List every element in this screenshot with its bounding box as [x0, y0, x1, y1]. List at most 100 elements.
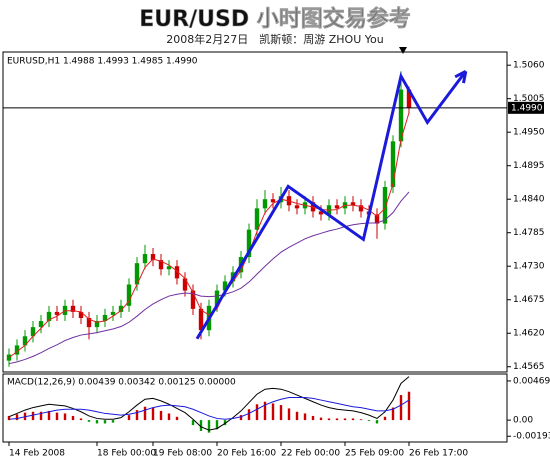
macd-bar — [351, 418, 355, 421]
candle-body — [46, 311, 52, 322]
candle-body — [262, 199, 268, 209]
macd-bar — [311, 415, 315, 421]
candle-body — [198, 308, 204, 331]
macd-bar — [247, 409, 251, 421]
candle-body — [294, 205, 300, 209]
candle-body — [318, 211, 324, 215]
candle-body — [78, 311, 84, 318]
x-tick-label: 18 Feb 00:00 — [97, 449, 156, 459]
candle-body — [174, 266, 180, 279]
last-price-label: 1.4990 — [511, 103, 543, 113]
candle-body — [222, 281, 228, 291]
macd-bar — [15, 414, 19, 421]
macd-bar — [71, 415, 75, 421]
macd-bar — [47, 410, 51, 421]
macd-bar — [255, 404, 259, 421]
macd-bar — [375, 420, 379, 424]
y-tick-label: 1.5060 — [513, 61, 545, 71]
y-tick-label: 1.4620 — [513, 329, 545, 339]
y-tick-label: 1.4785 — [513, 228, 545, 238]
y-tick-label: 0.00 — [513, 416, 533, 426]
candle-body — [38, 321, 44, 328]
macd-bar — [359, 419, 363, 421]
macd-bar — [367, 420, 371, 421]
y-tick-label: 1.4895 — [513, 161, 545, 171]
y-tick-label: 1.5005 — [513, 94, 545, 104]
candle-body — [382, 187, 388, 224]
candle-body — [254, 208, 260, 230]
candle-body — [110, 311, 116, 315]
macd-bar — [135, 410, 139, 421]
candle-body — [150, 254, 156, 261]
macd-bar — [263, 401, 267, 421]
candle-body — [246, 229, 252, 258]
candle-body — [6, 354, 12, 361]
macd-bar — [407, 391, 411, 421]
macd-bar — [279, 405, 283, 421]
macd-bar — [335, 418, 339, 421]
x-tick-label: 22 Feb 00:00 — [281, 449, 340, 459]
macd-bar — [199, 420, 203, 431]
macd-bar — [175, 416, 179, 421]
y-tick-label: 1.4675 — [513, 295, 545, 305]
candle-body — [70, 305, 76, 312]
macd-bar — [167, 413, 171, 421]
macd-bar — [239, 415, 243, 421]
candle-body — [406, 89, 412, 108]
last-bar-marker — [399, 47, 407, 54]
macd-bar — [271, 403, 275, 421]
candle-body — [126, 284, 132, 306]
candle-body — [134, 263, 140, 285]
macd-bar — [223, 420, 227, 426]
x-tick-label: 26 Feb 17:00 — [409, 449, 468, 459]
macd-bar — [343, 418, 347, 421]
candle-body — [214, 290, 220, 306]
candle-body — [94, 321, 100, 328]
y-tick-label: 0.00469 — [513, 376, 550, 386]
macd-bar — [383, 416, 387, 421]
candle-body — [86, 318, 92, 328]
macd-bar — [215, 420, 219, 430]
candle-body — [270, 199, 276, 203]
x-tick-label: 25 Feb 09:00 — [345, 449, 404, 459]
macd-bar — [159, 410, 163, 421]
macd-bar — [287, 408, 291, 421]
chart-subtitle: 2008年2月27日 凯斯顿：周游 ZHOU You — [166, 32, 383, 46]
macd-bar — [295, 411, 299, 421]
candle-body — [22, 336, 28, 346]
macd-bar — [391, 407, 395, 421]
candle-body — [118, 305, 124, 312]
macd-bar — [127, 415, 131, 421]
candle-body — [358, 205, 364, 212]
macd-bar — [7, 415, 11, 421]
last-price-box — [508, 101, 544, 114]
macd-bar — [151, 407, 155, 421]
candle-body — [190, 290, 196, 309]
macd-bar — [327, 418, 331, 421]
candle-body — [182, 278, 188, 291]
candle-body — [158, 260, 164, 270]
candle-body — [374, 214, 380, 224]
chart-title: EUR/USD 小时图交易参考 — [139, 6, 411, 32]
y-tick-label: 1.4730 — [513, 262, 545, 272]
trend-line — [195, 70, 467, 340]
moving-average — [8, 112, 410, 358]
candle-body — [102, 314, 108, 322]
macd-bar — [31, 411, 35, 421]
macd-panel-frame — [2, 373, 508, 443]
x-tick-label: 19 Feb 08:00 — [153, 449, 212, 459]
macd-bar — [103, 420, 107, 424]
macd-bar — [79, 418, 83, 421]
trend-arrow-head — [454, 69, 468, 84]
candle-body — [350, 202, 356, 206]
symbol-label: EURUSD,H1 1.4988 1.4993 1.4985 1.4990 — [7, 57, 198, 67]
macd-bar — [39, 411, 43, 421]
macd-bar — [319, 417, 323, 421]
x-tick-label: 20 Feb 16:00 — [217, 449, 276, 459]
candle-body — [166, 266, 172, 270]
macd-bar — [55, 412, 59, 421]
candle-body — [390, 141, 396, 188]
main-panel-frame — [2, 51, 508, 373]
candle-body — [30, 327, 36, 337]
